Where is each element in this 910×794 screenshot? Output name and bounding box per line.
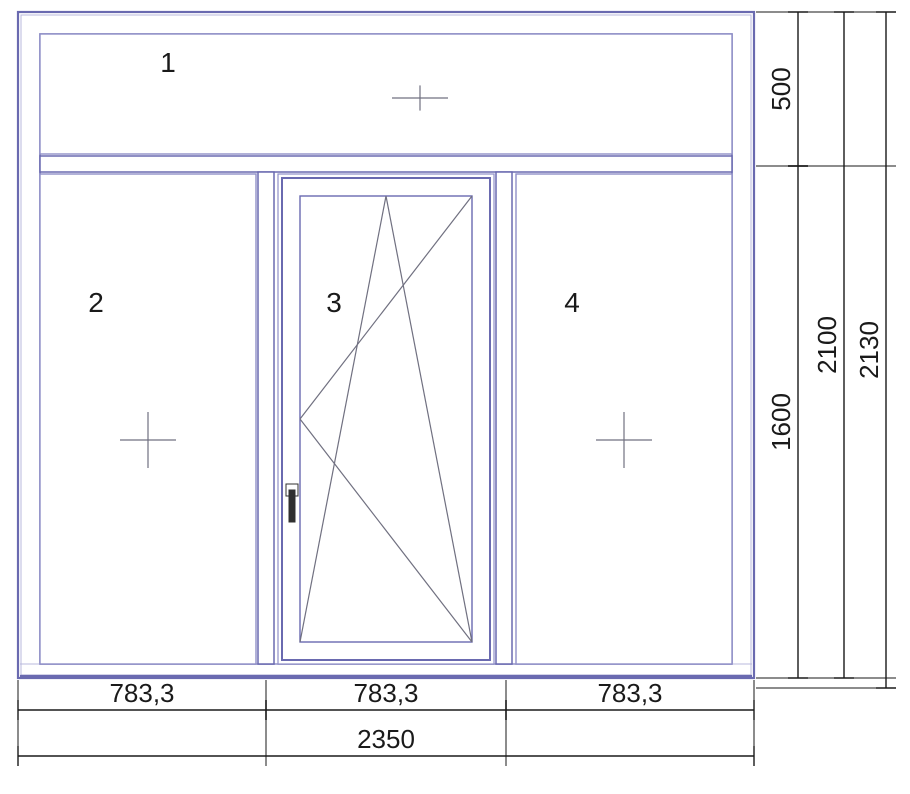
pane-2-label: 2 bbox=[88, 287, 104, 318]
pane-3-label: 3 bbox=[326, 287, 342, 318]
dimensions.bottom_row1.segments.0.value: 783,3 bbox=[109, 678, 174, 708]
dimensions.right_col2.value: 2100 bbox=[812, 316, 842, 374]
pane-1-label: 1 bbox=[160, 47, 176, 78]
dimensions.bottom_row2.value: 2350 bbox=[357, 724, 415, 754]
handle-lever bbox=[289, 490, 295, 522]
pane-1-glass bbox=[40, 34, 732, 154]
transom-mullion bbox=[40, 156, 732, 172]
pane-4-label: 4 bbox=[564, 287, 580, 318]
dimensions.right_col1.segments.0.value: 500 bbox=[766, 67, 796, 110]
pane-3-sash-inner bbox=[300, 196, 472, 642]
mullion-right bbox=[496, 172, 512, 664]
dimensions.right_col1.segments.1.value: 1600 bbox=[766, 393, 796, 451]
mullion-left bbox=[258, 172, 274, 664]
dimensions.bottom_row1.segments.2.value: 783,3 bbox=[597, 678, 662, 708]
dimensions.right_col3.value: 2130 bbox=[854, 321, 884, 379]
dimensions.bottom_row1.segments.1.value: 783,3 bbox=[353, 678, 418, 708]
